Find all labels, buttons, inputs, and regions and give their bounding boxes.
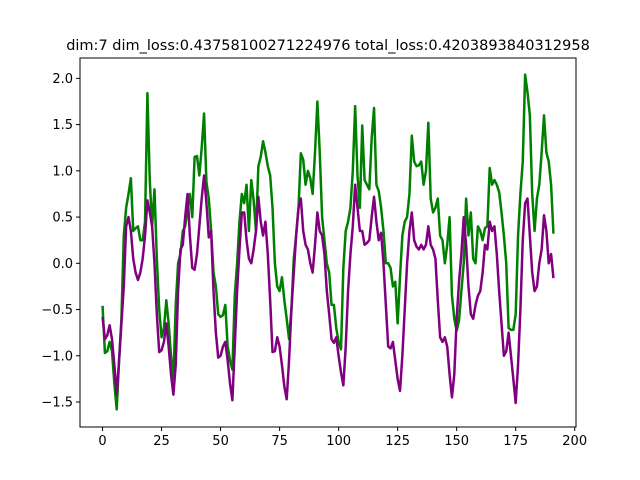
x-tick-label: 100 xyxy=(326,434,351,449)
y-tick-label: 1.5 xyxy=(52,118,73,133)
series-line-0 xyxy=(101,73,555,411)
x-tick-label: 175 xyxy=(503,434,528,449)
plot-area xyxy=(101,73,555,411)
y-axis: −1.5 −1.0 −0.5 0.0 0.5 1.0 1.5 2.0 xyxy=(41,72,80,411)
y-tick-label: −1.5 xyxy=(41,396,73,411)
x-tick-label: 0 xyxy=(98,434,106,449)
x-axis: 0 25 50 75 100 125 150 175 200 xyxy=(98,427,587,449)
y-tick-label: −0.5 xyxy=(41,303,73,318)
x-tick-label: 150 xyxy=(444,434,469,449)
x-tick-label: 75 xyxy=(271,434,288,449)
series-line-1 xyxy=(101,174,555,405)
y-tick-label: 0.0 xyxy=(52,257,73,272)
y-tick-label: 0.5 xyxy=(52,211,73,226)
axes-frame xyxy=(79,57,577,428)
y-tick-label: 1.0 xyxy=(52,164,73,179)
x-tick-label: 125 xyxy=(385,434,410,449)
y-tick-label: 2.0 xyxy=(52,72,73,87)
x-tick-label: 200 xyxy=(562,434,587,449)
y-tick-label: −1.0 xyxy=(41,349,73,364)
chart-title: dim:7 dim_loss:0.43758100271224976 total… xyxy=(66,38,590,54)
x-tick-label: 50 xyxy=(212,434,229,449)
x-tick-label: 25 xyxy=(153,434,170,449)
